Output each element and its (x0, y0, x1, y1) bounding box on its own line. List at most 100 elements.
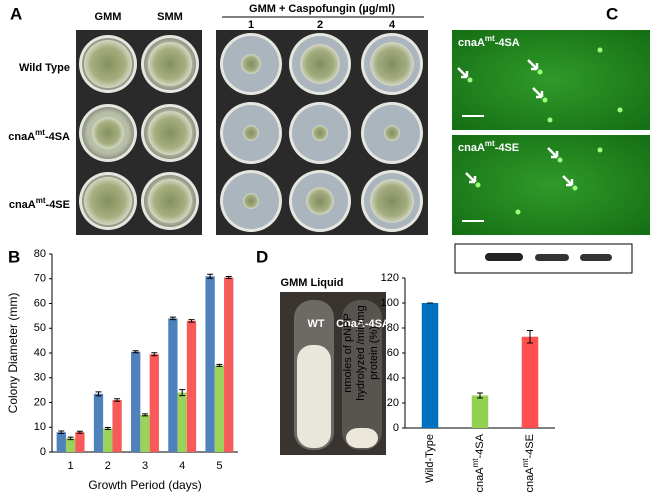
fluorescent-spot (597, 47, 603, 53)
error-bar (142, 413, 148, 417)
colony (370, 42, 414, 86)
bar (112, 400, 122, 452)
x-tick-label: 2 (105, 460, 111, 472)
row-label-part: mt (35, 128, 45, 137)
x-tick-label-part: -4SE (524, 434, 536, 458)
row-label-part: cnaA (9, 199, 36, 211)
colony (243, 193, 259, 209)
fluorescent-spot (515, 209, 521, 215)
x-tick-label-part: mt (521, 458, 530, 468)
x-tick-label-part: cnaA (524, 467, 536, 493)
y-tick-label: 20 (387, 397, 399, 409)
y-axis-title: protein (%) (368, 326, 380, 380)
micrograph-label-part: mt (485, 139, 495, 148)
blot-band (580, 254, 612, 261)
x-axis-title: Growth Period (days) (88, 478, 201, 492)
fluorescent-spot (617, 107, 623, 113)
error-bar (132, 350, 139, 354)
bar (177, 392, 187, 452)
error-bar (216, 363, 223, 367)
panel-label: A (10, 4, 22, 23)
error-bar (169, 316, 176, 321)
error-bar (67, 436, 74, 441)
arrow (532, 87, 544, 99)
tube (342, 300, 382, 450)
row-label-part: -4SA (45, 131, 70, 143)
column-header: GMM (95, 11, 122, 23)
y-tick-label: 0 (393, 422, 399, 434)
y-tick-label: 100 (381, 297, 399, 309)
bar (56, 432, 66, 452)
y-tick-label: 60 (387, 347, 399, 359)
bar (521, 336, 539, 428)
blot-band (535, 254, 569, 261)
micrograph-label: cnaAmt-4SA (458, 34, 520, 49)
row-label: cnaAmt-4SA (8, 128, 70, 143)
arrow (547, 147, 559, 159)
colony (148, 42, 192, 86)
colony (384, 125, 400, 141)
row-label-part: cnaA (8, 131, 35, 143)
y-tick-label: 40 (387, 372, 399, 384)
colony (306, 187, 334, 215)
y-tick-label: 20 (34, 396, 46, 408)
concentration: 1 (248, 19, 254, 31)
error-bar (151, 352, 158, 357)
tube-label: WT (307, 318, 324, 330)
y-tick-label: 0 (40, 446, 46, 458)
error-bar (114, 398, 121, 402)
fluorescent-spot (475, 182, 481, 188)
y-axis-title: nmoles of pNPP (342, 313, 354, 392)
error-bar (188, 319, 195, 323)
colony (148, 179, 192, 223)
y-tick-label: 80 (387, 322, 399, 334)
arrow (465, 172, 477, 184)
arrow (562, 175, 574, 187)
row-label-part: mt (36, 196, 46, 205)
error-bar (104, 426, 111, 430)
x-tick-label: cnaAmt-4SA (471, 433, 486, 492)
x-tick-label-part: Wild-Type (424, 434, 436, 483)
micrograph (452, 30, 650, 130)
fluorescent-spot (537, 69, 543, 75)
error-bar (58, 430, 65, 434)
row-label: cnaAmt-4SE (9, 196, 70, 211)
bar (421, 303, 439, 428)
row-label-part: -4SE (46, 199, 70, 211)
bar (140, 414, 150, 452)
error-bar (95, 391, 102, 397)
x-tick-label: 1 (68, 460, 74, 472)
y-tick-label: 80 (34, 248, 46, 260)
x-tick-label: 5 (216, 460, 222, 472)
micrograph-label-part: cnaA (458, 37, 485, 49)
panel-label: D (256, 247, 268, 266)
colony (312, 125, 328, 141)
error-bar (179, 389, 186, 397)
bar (65, 438, 76, 452)
culture (297, 345, 331, 448)
x-tick-label-part: cnaA (474, 467, 486, 493)
y-tick-label: 40 (34, 347, 46, 359)
colony (92, 117, 124, 149)
panel-label: B (8, 247, 20, 266)
fluorescent-spot (467, 77, 473, 83)
error-bar (76, 430, 83, 434)
bar (168, 318, 178, 452)
fluorescent-spot (547, 117, 553, 123)
y-tick-label: 120 (381, 272, 399, 284)
panel-label: C (606, 4, 618, 23)
x-tick-label: 4 (179, 460, 185, 472)
x-tick-label-part: mt (471, 458, 480, 468)
sediment (346, 428, 378, 448)
fluorescent-spot (557, 157, 563, 163)
error-bar (225, 276, 232, 280)
arrow (527, 59, 539, 71)
bar (186, 320, 197, 452)
bar (205, 276, 215, 452)
bar (224, 277, 234, 452)
micrograph-label-part: -4SE (495, 142, 519, 154)
y-axis-title: hydrolyzed /min/mg (355, 305, 367, 400)
column-header: SMM (157, 11, 183, 23)
concentration: 4 (389, 19, 396, 31)
